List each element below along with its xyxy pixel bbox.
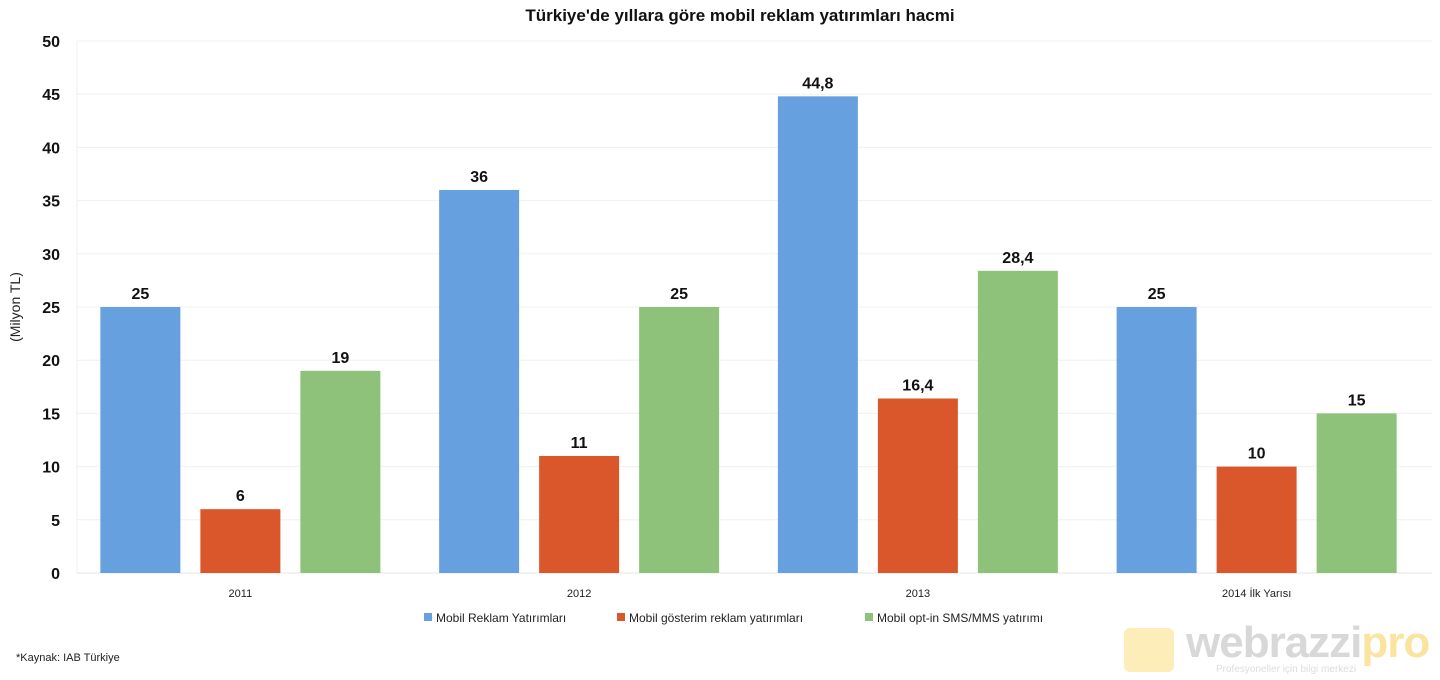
bar	[1216, 466, 1297, 573]
data-label: 16,4	[902, 378, 933, 395]
data-label: 25	[670, 286, 688, 303]
y-tick-label: 30	[42, 247, 60, 264]
bar	[1316, 413, 1397, 573]
y-tick-label: 50	[42, 34, 60, 51]
y-tick-label: 40	[42, 140, 60, 157]
bar	[539, 455, 620, 573]
legend-swatch	[617, 613, 625, 621]
data-label: 36	[470, 169, 488, 186]
legend-swatch	[865, 613, 873, 621]
bar	[439, 189, 520, 573]
legend-swatch	[424, 613, 432, 621]
y-tick-label: 5	[51, 513, 60, 530]
x-tick-label: 2014 İlk Yarısı	[1222, 587, 1291, 600]
y-axis-label: (Milyon TL)	[7, 272, 23, 342]
data-label: 10	[1248, 446, 1266, 463]
bar	[100, 307, 181, 573]
watermark-brand: webrazzi	[1186, 618, 1362, 667]
watermark-logo: webrazzipro Profesyoneller için bilgi me…	[1120, 618, 1430, 680]
x-tick-label: 2011	[229, 588, 253, 600]
legend-label: Mobil opt-in SMS/MMS yatırımı	[877, 611, 1043, 625]
bar	[200, 509, 281, 573]
cube-icon	[1124, 628, 1174, 672]
data-label: 15	[1348, 392, 1366, 409]
bar	[639, 307, 720, 573]
data-label: 25	[131, 286, 149, 303]
bar	[777, 96, 858, 573]
y-tick-label: 35	[42, 194, 60, 211]
y-tick-label: 20	[42, 353, 60, 370]
bar	[1116, 307, 1197, 573]
y-tick-label: 25	[42, 300, 60, 317]
bar	[977, 270, 1058, 573]
watermark-tagline: Profesyoneller için bilgi merkezi	[1216, 664, 1357, 675]
source-note: *Kaynak: IAB Türkiye	[16, 652, 120, 664]
data-label: 6	[236, 488, 245, 505]
data-label: 44,8	[802, 75, 833, 92]
x-tick-label: 2012	[567, 588, 591, 600]
data-label: 19	[331, 350, 349, 367]
data-label: 28,4	[1002, 250, 1033, 267]
legend-label: Mobil Reklam Yatırımları	[436, 611, 566, 625]
data-label: 25	[1148, 286, 1166, 303]
y-tick-label: 10	[42, 460, 60, 477]
y-tick-label: 45	[42, 87, 60, 104]
watermark-suffix: pro	[1361, 618, 1430, 667]
y-tick-label: 0	[51, 566, 60, 583]
y-tick-label: 15	[42, 406, 60, 423]
x-tick-label: 2013	[906, 588, 930, 600]
bar	[300, 370, 381, 573]
bar	[877, 398, 958, 573]
chart-title: Türkiye'de yıllara göre mobil reklam yat…	[525, 6, 955, 25]
data-label: 11	[571, 435, 588, 452]
legend-label: Mobil gösterim reklam yatırımları	[629, 611, 803, 625]
